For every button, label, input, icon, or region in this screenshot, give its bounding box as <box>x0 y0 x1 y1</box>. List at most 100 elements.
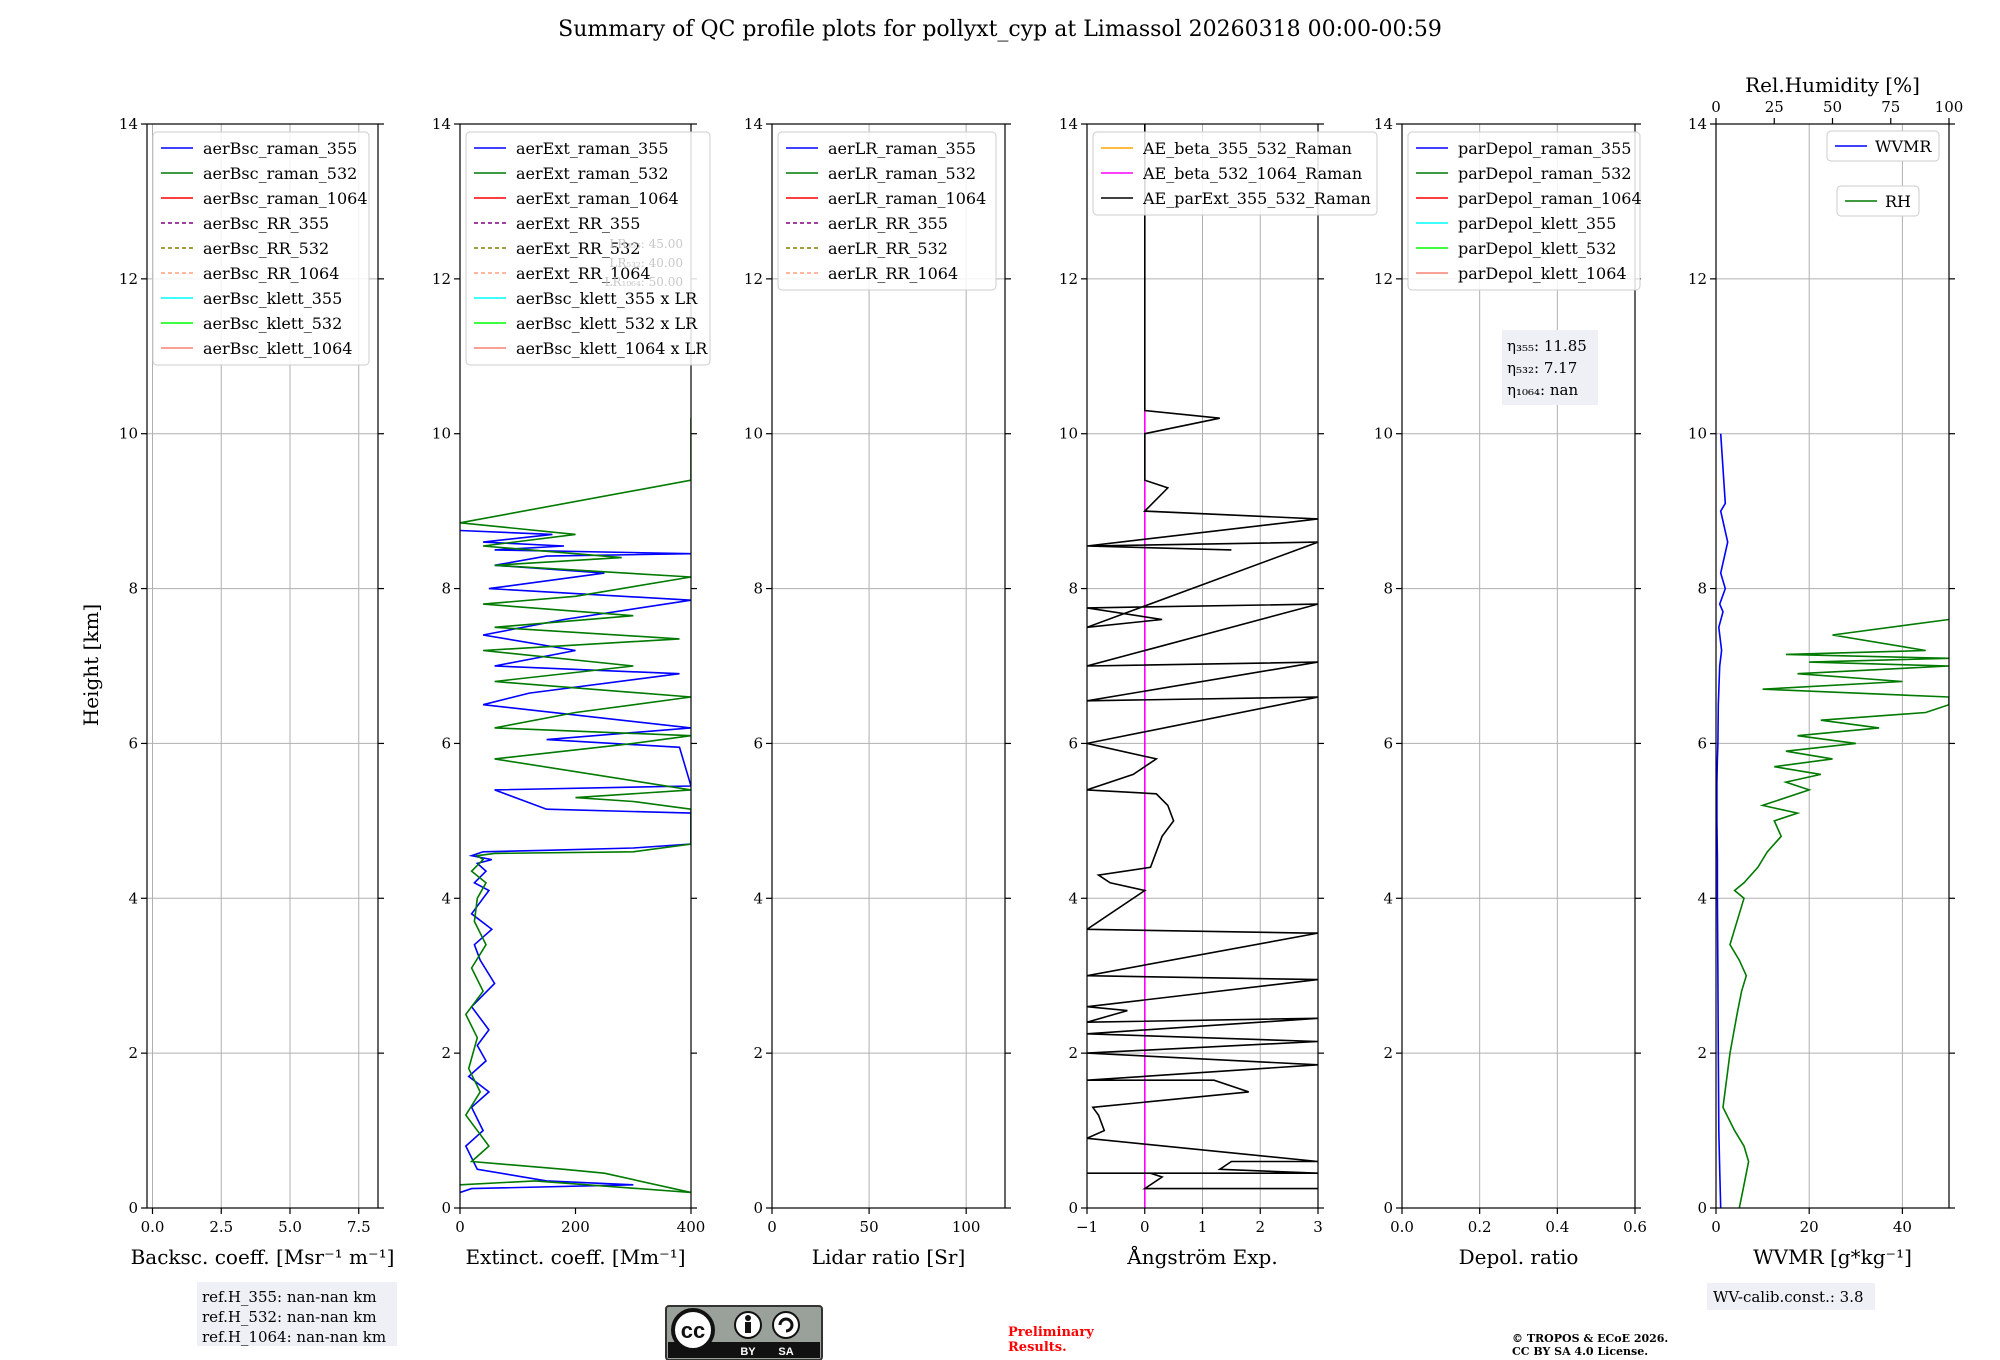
legend-label-aerBsc_klett_532: aerBsc_klett_532 <box>203 314 342 333</box>
legend-label-aerBsc_klett_1064: aerBsc_klett_1064 <box>203 339 352 358</box>
by-icon-head <box>745 1315 751 1321</box>
legend-label-aerBsc_klett_1064 x LR: aerBsc_klett_1064 x LR <box>516 339 708 358</box>
sa-share-alike-icon <box>772 1311 800 1339</box>
legend-label-aerLR_raman_355: aerLR_raman_355 <box>828 139 976 158</box>
ytick-label-ext-7: 14 <box>432 115 451 133</box>
ytick-label-wv-3: 6 <box>1697 734 1707 752</box>
legend-label-parDepol_klett_355: parDepol_klett_355 <box>1458 214 1616 233</box>
x-axis-label-ae: Ångström Exp. <box>1126 1244 1277 1269</box>
legend-label-aerLR_RR_532: aerLR_RR_532 <box>828 239 948 258</box>
cc-license-logo: cc BY SA <box>665 1305 823 1360</box>
legend-label-parDepol_raman_1064: parDepol_raman_1064 <box>1458 189 1642 208</box>
xtick-label-wv-0: 0 <box>1711 1218 1721 1236</box>
xtick-label-depol-1: 0.2 <box>1468 1218 1492 1236</box>
ytick-label-lr-3: 6 <box>753 734 763 752</box>
ytick-label-wv-0: 0 <box>1697 1199 1707 1217</box>
sa-icon-arrow <box>778 1317 794 1333</box>
legend-box-depol <box>1407 131 1641 291</box>
ytick-label-ae-0: 0 <box>1068 1199 1078 1217</box>
wv-calibration-box: WV-calib.const.: 3.8 <box>1707 1283 1875 1310</box>
legend-label-aerBsc_klett_355 x LR: aerBsc_klett_355 x LR <box>516 289 698 308</box>
preliminary-results-line1: Preliminary <box>1008 1325 1094 1340</box>
reference-height-box-bg <box>197 1282 397 1346</box>
xtick-label-depol-3: 0.6 <box>1623 1218 1647 1236</box>
xtick-label-lr-1: 50 <box>860 1218 879 1236</box>
cc-icon-text: cc <box>681 1318 705 1343</box>
ytick-label-wv-1: 2 <box>1697 1044 1707 1062</box>
legend-label-aerBsc_RR_532: aerBsc_RR_532 <box>203 239 329 258</box>
series-AE_parExt_355_532_Raman <box>1087 124 1318 1190</box>
xtick-label-bsc-3: 7.5 <box>347 1218 371 1236</box>
legend-box-ext <box>465 131 711 366</box>
ytick-label-bsc-1: 2 <box>128 1044 138 1062</box>
top-xtick-label-3: 75 <box>1881 98 1900 116</box>
top-xtick-label-0: 0 <box>1711 98 1721 116</box>
legend-label-aerBsc_raman_355: aerBsc_raman_355 <box>203 139 357 158</box>
ytick-label-bsc-7: 14 <box>119 115 138 133</box>
legend-label-aerLR_raman_532: aerLR_raman_532 <box>828 164 976 183</box>
ytick-label-ae-7: 14 <box>1059 115 1078 133</box>
legend-label-aerBsc_klett_355: aerBsc_klett_355 <box>203 289 342 308</box>
ref-h-1064: ref.H_1064: nan-nan km <box>202 1328 386 1346</box>
ytick-label-ext-4: 8 <box>441 580 451 598</box>
legend-label-aerLR_raman_1064: aerLR_raman_1064 <box>828 189 986 208</box>
legend-label-aerExt_raman_1064: aerExt_raman_1064 <box>516 189 679 208</box>
legend-label-aerExt_RR_355: aerExt_RR_355 <box>516 214 640 233</box>
top-x-axis-label: Rel.Humidity [%] <box>1745 73 1920 97</box>
ytick-label-depol-6: 12 <box>1374 270 1393 288</box>
xtick-label-ae-3: 2 <box>1255 1218 1265 1236</box>
legend-label-AE_beta_532_1064_Raman: AE_beta_532_1064_Raman <box>1142 164 1362 183</box>
ytick-label-depol-5: 10 <box>1374 425 1393 443</box>
legend-box-lr <box>777 131 997 291</box>
wv-calibration-constant: WV-calib.const.: 3.8 <box>1713 1288 1864 1306</box>
ytick-label-ext-5: 10 <box>432 425 451 443</box>
ytick-label-ext-6: 12 <box>432 270 451 288</box>
ytick-label-bsc-4: 8 <box>128 580 138 598</box>
top-xtick-label-4: 100 <box>1935 98 1964 116</box>
ytick-label-depol-1: 2 <box>1383 1044 1393 1062</box>
legend-label-parDepol_klett_1064: parDepol_klett_1064 <box>1458 264 1627 283</box>
xtick-label-ae-0: −1 <box>1076 1218 1098 1236</box>
legend-label-parDepol_klett_532: parDepol_klett_532 <box>1458 239 1616 258</box>
legend-label-AE_beta_355_532_Raman: AE_beta_355_532_Raman <box>1142 139 1352 158</box>
xtick-label-lr-2: 100 <box>952 1218 981 1236</box>
ytick-label-ext-1: 2 <box>441 1044 451 1062</box>
legend-label-aerLR_RR_1064: aerLR_RR_1064 <box>828 264 958 283</box>
ytick-label-lr-1: 2 <box>753 1044 763 1062</box>
ytick-label-ae-3: 6 <box>1068 734 1078 752</box>
height-axis-label: Height [km] <box>79 604 103 726</box>
ytick-label-bsc-2: 4 <box>128 889 138 907</box>
panel-depol: 0 2 4 6 8 10 12 14 0.0 0.2 0.4 0.6 Depol. ratio parDe… <box>1374 115 1647 1269</box>
copyright-line1: © TROPOS & ECoE 2026. <box>1512 1332 1668 1345</box>
ytick-label-ext-0: 0 <box>441 1199 451 1217</box>
wv-calibration-box-bg <box>1707 1283 1875 1310</box>
series-aerExt_raman_355 <box>460 529 691 1194</box>
copyright-line2: CC BY SA 4.0 License. <box>1512 1345 1648 1358</box>
cc-icon <box>671 1308 715 1352</box>
ytick-label-bsc-0: 0 <box>128 1199 138 1217</box>
series-aerExt_raman_532 <box>460 418 691 1194</box>
xtick-label-bsc-1: 2.5 <box>209 1218 233 1236</box>
legend-box-ae <box>1092 131 1378 216</box>
ytick-label-ae-2: 4 <box>1068 889 1078 907</box>
xtick-label-wv-2: 40 <box>1893 1218 1912 1236</box>
ytick-label-wv-6: 12 <box>1688 270 1707 288</box>
legend-label-aerLR_RR_355: aerLR_RR_355 <box>828 214 948 233</box>
legend-label-WVMR: WVMR <box>1875 137 1932 156</box>
ytick-label-wv-5: 10 <box>1688 425 1707 443</box>
xtick-label-ext-2: 400 <box>677 1218 706 1236</box>
by-icon-body <box>745 1322 751 1333</box>
ytick-label-ae-6: 12 <box>1059 270 1078 288</box>
panel-bsc: 0 2 4 6 8 10 12 14 0.0 2.5 5.0 7.5 Backsc. coeff. [M… <box>119 115 394 1269</box>
cc-by-text: BY <box>740 1346 756 1358</box>
ytick-label-lr-5: 10 <box>744 425 763 443</box>
xtick-label-depol-0: 0.0 <box>1390 1218 1414 1236</box>
xtick-label-lr-0: 0 <box>767 1218 777 1236</box>
legend-box-bsc <box>152 131 370 366</box>
ytick-label-wv-4: 8 <box>1697 580 1707 598</box>
ytick-label-ae-5: 10 <box>1059 425 1078 443</box>
xtick-label-ext-1: 200 <box>561 1218 590 1236</box>
legend-label-aerBsc_klett_532 x LR: aerBsc_klett_532 x LR <box>516 314 698 333</box>
